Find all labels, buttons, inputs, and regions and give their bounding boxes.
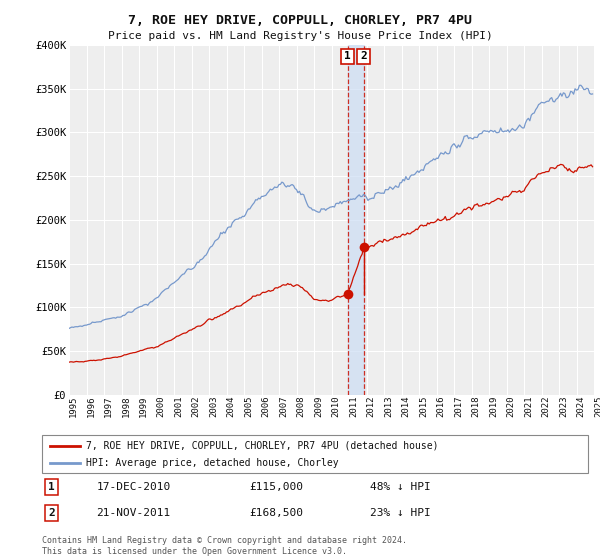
Text: 7, ROE HEY DRIVE, COPPULL, CHORLEY, PR7 4PU (detached house): 7, ROE HEY DRIVE, COPPULL, CHORLEY, PR7 … xyxy=(86,441,438,451)
Text: 2013: 2013 xyxy=(384,395,393,417)
Text: 2008: 2008 xyxy=(296,395,305,417)
Text: 2016: 2016 xyxy=(437,395,445,417)
Text: 2009: 2009 xyxy=(314,395,323,417)
Text: 17-DEC-2010: 17-DEC-2010 xyxy=(97,482,171,492)
Text: 2: 2 xyxy=(360,52,367,62)
Text: 2005: 2005 xyxy=(244,395,253,417)
Text: HPI: Average price, detached house, Chorley: HPI: Average price, detached house, Chor… xyxy=(86,458,338,468)
Text: 2001: 2001 xyxy=(174,395,183,417)
Bar xyxy=(347,45,364,395)
Text: 2021: 2021 xyxy=(524,395,533,417)
Text: 1996: 1996 xyxy=(86,395,95,417)
Text: 2012: 2012 xyxy=(367,395,376,417)
Text: £115,000: £115,000 xyxy=(250,482,304,492)
Text: 7, ROE HEY DRIVE, COPPULL, CHORLEY, PR7 4PU: 7, ROE HEY DRIVE, COPPULL, CHORLEY, PR7 … xyxy=(128,14,472,27)
Text: 2: 2 xyxy=(49,508,55,518)
Text: 2014: 2014 xyxy=(401,395,410,417)
Text: £168,500: £168,500 xyxy=(250,508,304,518)
Text: 1997: 1997 xyxy=(104,395,113,417)
Text: 2011: 2011 xyxy=(349,395,358,417)
Text: 2024: 2024 xyxy=(577,395,586,417)
Text: 2002: 2002 xyxy=(191,395,200,417)
Text: 1: 1 xyxy=(344,52,351,62)
Text: 48% ↓ HPI: 48% ↓ HPI xyxy=(370,482,430,492)
Text: 2003: 2003 xyxy=(209,395,218,417)
FancyBboxPatch shape xyxy=(42,435,588,473)
Text: 2007: 2007 xyxy=(279,395,288,417)
Text: 2018: 2018 xyxy=(472,395,481,417)
Text: 2022: 2022 xyxy=(542,395,551,417)
Text: 2006: 2006 xyxy=(262,395,271,417)
Text: 2025: 2025 xyxy=(594,395,600,417)
Text: 1998: 1998 xyxy=(121,395,131,417)
Text: 23% ↓ HPI: 23% ↓ HPI xyxy=(370,508,430,518)
Text: 2010: 2010 xyxy=(331,395,341,417)
Text: 2017: 2017 xyxy=(454,395,463,417)
Text: 1995: 1995 xyxy=(69,395,78,417)
Text: Contains HM Land Registry data © Crown copyright and database right 2024.
This d: Contains HM Land Registry data © Crown c… xyxy=(42,536,407,556)
Text: 21-NOV-2011: 21-NOV-2011 xyxy=(97,508,171,518)
Text: 2015: 2015 xyxy=(419,395,428,417)
Text: 2023: 2023 xyxy=(559,395,568,417)
Text: 2000: 2000 xyxy=(157,395,166,417)
Text: Price paid vs. HM Land Registry's House Price Index (HPI): Price paid vs. HM Land Registry's House … xyxy=(107,31,493,41)
Text: 1: 1 xyxy=(49,482,55,492)
Text: 2019: 2019 xyxy=(489,395,498,417)
Text: 2020: 2020 xyxy=(506,395,515,417)
Text: 2004: 2004 xyxy=(227,395,235,417)
Text: 1999: 1999 xyxy=(139,395,148,417)
